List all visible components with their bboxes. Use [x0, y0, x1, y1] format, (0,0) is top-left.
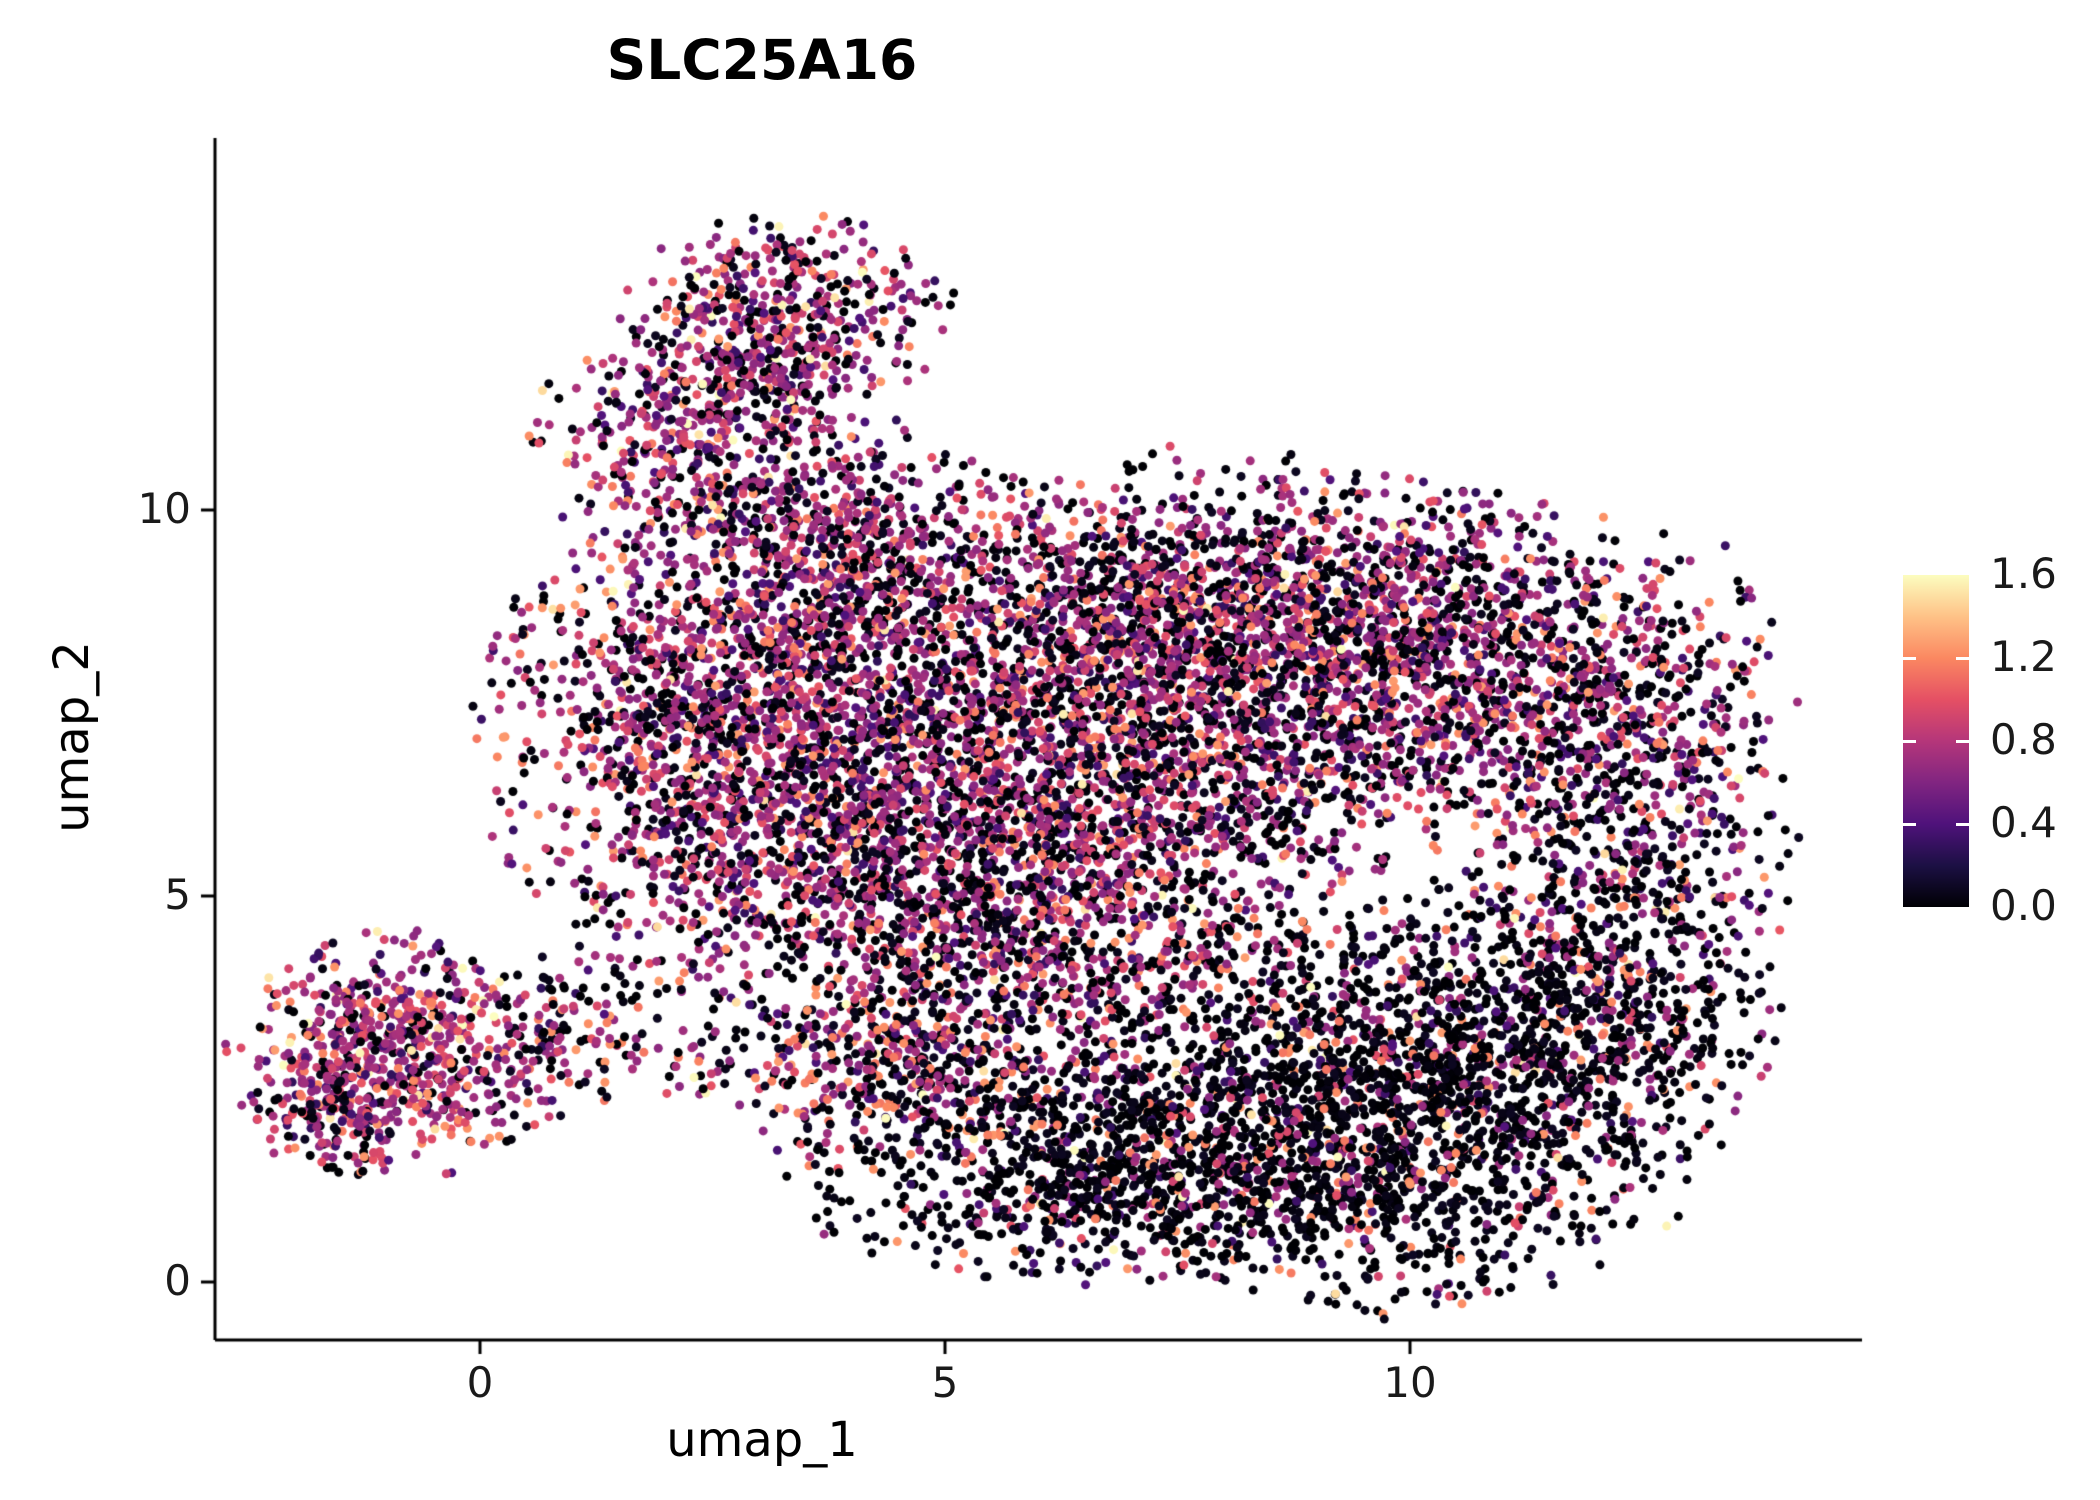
- colorbar-tick-label: 0.4: [1990, 798, 2057, 847]
- y-tick-label: 10: [137, 484, 191, 533]
- x-tick-label: 10: [1383, 1358, 1437, 1407]
- colorbar-tickmark: [1903, 822, 1916, 826]
- colorbar-tick-label: 1.2: [1990, 632, 2057, 681]
- x-axis-label: umap_1: [666, 1412, 858, 1468]
- colorbar-tick-label: 0.8: [1990, 715, 2057, 764]
- plot-title: SLC25A16: [606, 28, 918, 92]
- x-tick-label: 5: [931, 1358, 959, 1407]
- y-tick-label: 5: [164, 870, 191, 919]
- colorbar-tickmark: [1956, 822, 1969, 826]
- y-tick-label: 0: [164, 1256, 191, 1305]
- colorbar-tick-label: 0.0: [1990, 881, 2057, 930]
- colorbar-tickmark: [1903, 739, 1916, 743]
- colorbar-tickmark: [1956, 656, 1969, 660]
- colorbar-tick-label: 1.6: [1990, 549, 2057, 598]
- colorbar-tickmark: [1903, 656, 1916, 660]
- colorbar-tickmark: [1956, 739, 1969, 743]
- x-tick-label: 0: [466, 1358, 494, 1407]
- y-axis-label: umap_2: [44, 641, 100, 833]
